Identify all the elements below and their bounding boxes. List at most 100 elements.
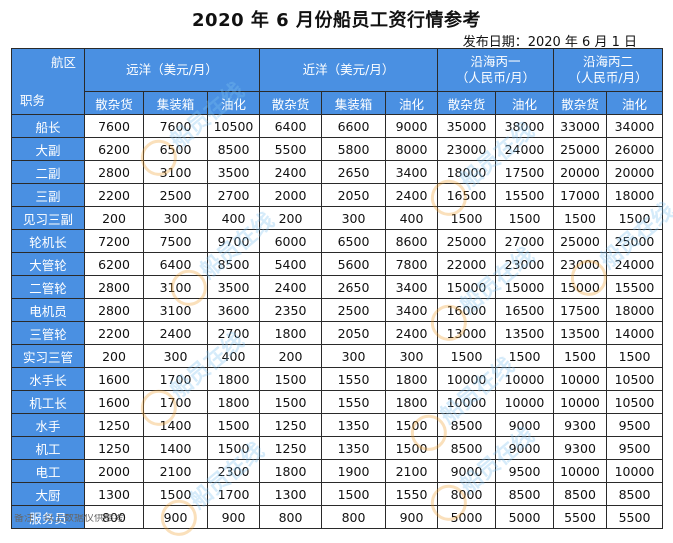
- column-header: 油化: [385, 91, 438, 115]
- wage-cell: 3500: [207, 160, 260, 184]
- wage-cell: 1500: [385, 436, 438, 460]
- wage-cell: 10500: [606, 367, 663, 391]
- wage-cell: 17500: [495, 160, 554, 184]
- wage-cell: 2400: [385, 321, 438, 345]
- wage-cell: 8500: [437, 413, 496, 437]
- wage-cell: 1500: [606, 344, 663, 368]
- wage-cell: 10000: [437, 390, 496, 414]
- header-row-groups: 航区 职务 远洋（美元/月） 近洋（美元/月） 沿海丙一 （人民币/月） 沿海丙…: [11, 48, 663, 115]
- wage-cell: 1800: [259, 459, 322, 483]
- wage-cell: 1350: [321, 413, 386, 437]
- corner-label-area: 航区: [50, 55, 76, 70]
- wage-cell: 25000: [553, 137, 607, 161]
- wage-cell: 18000: [606, 298, 663, 322]
- group-header-line1: 远洋（美元/月）: [126, 62, 218, 77]
- wage-cell: 8000: [385, 137, 438, 161]
- wage-cell: 15500: [495, 183, 554, 207]
- wage-cell: 2200: [84, 321, 144, 345]
- position-cell: 大管轮: [11, 252, 85, 276]
- footnote: 备注：以上数据仅供参考: [14, 514, 124, 522]
- wage-cell: 9000: [437, 459, 496, 483]
- wage-cell: 10000: [495, 367, 554, 391]
- wage-cell: 24000: [606, 252, 663, 276]
- wage-cell: 400: [207, 206, 260, 230]
- wage-cell: 200: [259, 344, 322, 368]
- wage-cell: 2300: [207, 459, 260, 483]
- wage-cell: 1800: [385, 367, 438, 391]
- wage-cell: 1800: [385, 390, 438, 414]
- wage-cell: 1900: [321, 459, 386, 483]
- wage-cell: 9500: [606, 413, 663, 437]
- wage-cell: 6500: [321, 229, 386, 253]
- column-header: 散杂货: [84, 91, 144, 115]
- wage-cell: 20000: [553, 160, 607, 184]
- group-header-coastal-c1: 沿海丙一 （人民币/月）: [437, 48, 554, 92]
- table-row: 见习三副 200 300 400 200 300 400 1500 1500 1500 1500: [11, 206, 663, 230]
- wage-cell: 1500: [553, 344, 607, 368]
- wage-cell: 8500: [207, 252, 260, 276]
- group-header-coastal-c2: 沿海丙二 （人民币/月）: [553, 48, 663, 92]
- group-header-line2: （人民币/月）: [455, 70, 536, 85]
- table-row: 三管轮 2200 2400 2700 1800 2050 2400 13000 13500 135…: [11, 321, 663, 345]
- table-row: 大管轮 6200 6400 8500 5400 5600 7800 22000 23000 230…: [11, 252, 663, 276]
- wage-cell: 1500: [437, 344, 496, 368]
- wage-cell: 3400: [385, 275, 438, 299]
- wage-cell: 1500: [207, 413, 260, 437]
- wage-cell: 3400: [385, 160, 438, 184]
- wage-cell: 1800: [259, 321, 322, 345]
- wage-cell: 400: [207, 344, 260, 368]
- position-cell: 船长: [11, 114, 85, 138]
- wage-cell: 17500: [553, 298, 607, 322]
- wage-cell: 6200: [84, 252, 144, 276]
- table-row: 电工 2000 2100 2300 1800 1900 2100 9000 9500 10000 1…: [11, 459, 663, 483]
- wage-cell: 5000: [437, 505, 496, 529]
- wage-cell: 2400: [259, 160, 322, 184]
- column-header: 集装箱: [321, 91, 386, 115]
- page-title: 2020 年 6 月份船员工资行情参考: [192, 10, 481, 31]
- group-header-ocean: 远洋（美元/月）: [84, 48, 260, 92]
- wage-cell: 2400: [259, 275, 322, 299]
- position-cell: 二副: [11, 160, 85, 184]
- table-row: 大副 6200 6500 8500 5500 5800 8000 23000 24000 2500…: [11, 137, 663, 161]
- wage-cell: 6400: [143, 252, 208, 276]
- wage-cell: 7500: [143, 229, 208, 253]
- wage-cell: 1600: [84, 367, 144, 391]
- wage-cell: 1550: [385, 482, 438, 506]
- header-row-ship-types: 散杂货 集装箱 油化 散杂货 集装箱 油化 散杂货 油化 散杂货 油化: [12, 91, 663, 115]
- wage-cell: 300: [143, 344, 208, 368]
- wage-cell: 9700: [207, 229, 260, 253]
- wage-cell: 10000: [606, 459, 663, 483]
- wage-cell: 2650: [321, 160, 386, 184]
- wage-cell: 1600: [84, 390, 144, 414]
- wage-cell: 8500: [207, 137, 260, 161]
- wage-cell: 5000: [495, 505, 554, 529]
- corner-cell: 航区 职务: [11, 48, 85, 115]
- position-cell: 电工: [11, 459, 85, 483]
- wage-cell: 1500: [553, 206, 607, 230]
- wage-cell: 8000: [437, 482, 496, 506]
- table-row: 机工 1250 1400 1500 1250 1350 1500 8500 9000 9300 95…: [11, 436, 663, 460]
- wage-cell: 2500: [321, 298, 386, 322]
- wage-cell: 7200: [84, 229, 144, 253]
- wage-cell: 2800: [84, 275, 144, 299]
- wage-cell: 1550: [321, 367, 386, 391]
- position-cell: 水手: [11, 413, 85, 437]
- wage-cell: 22000: [437, 252, 496, 276]
- wage-cell: 3400: [385, 298, 438, 322]
- position-cell: 大厨: [11, 482, 85, 506]
- wage-cell: 1550: [321, 390, 386, 414]
- wage-cell: 1500: [259, 367, 322, 391]
- wage-cell: 6000: [259, 229, 322, 253]
- column-header: 油化: [606, 91, 663, 115]
- position-cell: 见习三副: [11, 206, 85, 230]
- wage-cell: 16500: [437, 183, 496, 207]
- publish-date: 发布日期：2020 年 6 月 1 日: [462, 35, 637, 50]
- wage-cell: 300: [321, 206, 386, 230]
- position-cell: 轮机长: [11, 229, 85, 253]
- wage-cell: 7600: [84, 114, 144, 138]
- wage-cell: 10000: [437, 367, 496, 391]
- wage-cell: 10500: [606, 390, 663, 414]
- wage-cell: 9500: [495, 459, 554, 483]
- position-cell: 机工: [11, 436, 85, 460]
- wage-table-container: 航区 职务 远洋（美元/月） 近洋（美元/月） 沿海丙一 （人民币/月） 沿海丙…: [11, 48, 663, 529]
